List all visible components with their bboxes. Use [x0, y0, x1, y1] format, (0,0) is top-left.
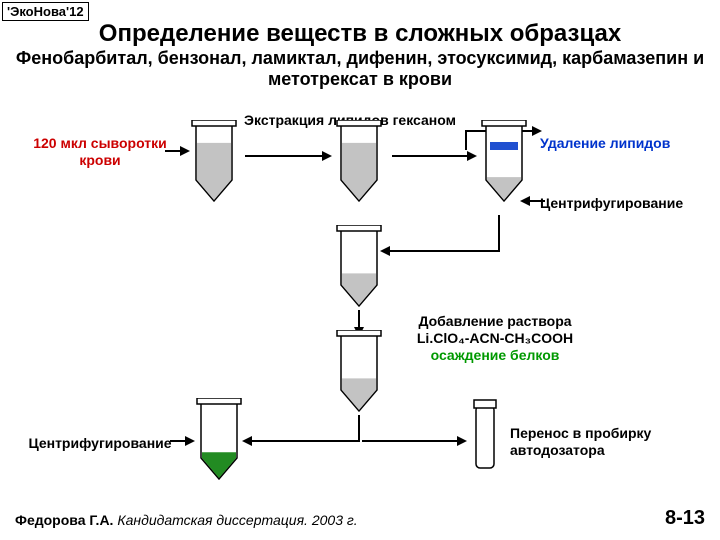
label-centr1: Центрифугирование [540, 195, 710, 212]
arrow-head [322, 151, 332, 161]
citation-author: Федорова Г.А. [15, 512, 113, 528]
arrow-head [532, 126, 542, 136]
logo-badge: 'ЭкоНова'12 [2, 2, 89, 21]
arrow [498, 215, 500, 250]
label-serum: 120 мкл сыворотки крови [30, 135, 170, 169]
label-addsoln2: Li.ClO₄-ACN-CH₃COOH [395, 330, 595, 347]
title-sub: Фенобарбитал, бензонал, ламиктал, дифени… [0, 48, 720, 90]
arrow [392, 155, 470, 157]
arrow-head [242, 436, 252, 446]
arrow-head [467, 151, 477, 161]
citation: Федорова Г.А. Кандидатская диссертация. … [15, 512, 358, 528]
test-tube [335, 330, 383, 415]
page-number: 8-13 [665, 507, 705, 530]
arrow-head [457, 436, 467, 446]
arrow [170, 440, 188, 442]
label-precip: осаждение белков [395, 347, 595, 364]
label-centr2: Центрифугирование [20, 435, 180, 452]
test-tube [335, 225, 383, 310]
test-tube [335, 120, 383, 205]
title-main: Определение веществ в сложных образцах [0, 20, 720, 48]
arrow [530, 200, 545, 202]
arrow-head [180, 146, 190, 156]
arrow [358, 415, 360, 440]
arrow [362, 440, 460, 442]
test-tube [195, 398, 243, 483]
citation-rest: Кандидатская диссертация. 2003 г. [113, 512, 357, 528]
arrow [390, 250, 500, 252]
test-tube [480, 120, 528, 205]
label-remove: Удаление липидов [540, 135, 700, 152]
label-transfer: Перенос в пробирку автодозатора [510, 425, 690, 459]
arrow [465, 130, 467, 150]
arrow [252, 440, 360, 442]
label-addsoln1: Добавление раствора [395, 313, 595, 330]
vial [470, 398, 500, 476]
arrow [245, 155, 325, 157]
test-tube [190, 120, 238, 205]
